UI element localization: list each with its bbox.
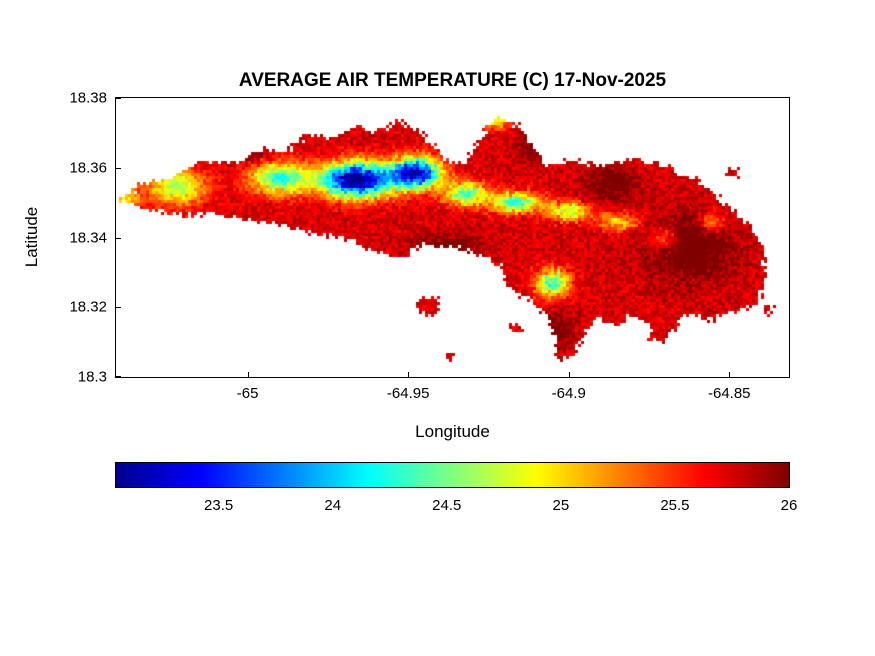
colorbar-tick-label: 25 [552,497,570,514]
colorbar-tick-label: 24 [324,497,342,514]
y-tick-label: 18.34 [69,229,107,246]
colorbar-tick-label: 25.5 [660,497,690,514]
colorbar-tick-label: 24.5 [432,497,462,514]
x-tick-label: -64.9 [551,385,586,402]
x-tick-mark [248,372,249,377]
y-tick-label: 18.3 [77,368,107,386]
y-tick-mark [116,376,121,377]
x-axis-label: Longitude [415,422,490,441]
x-tick-mark [569,372,570,377]
x-tick-label: -64.85 [707,385,751,402]
x-tick-label: -64.95 [386,385,430,402]
plot-title: AVERAGE AIR TEMPERATURE (C) 17-Nov-2025 [238,70,667,91]
plot-area [115,97,790,378]
colorbar-canvas [116,463,789,487]
y-tick-label: 18.36 [69,159,107,177]
y-tick-mark [116,307,121,308]
y-tick-mark [116,168,121,169]
y-tick-label: 18.38 [69,89,107,107]
colorbar-tick-label: 23.5 [204,497,234,514]
x-tick-mark [729,372,730,377]
colorbar [115,462,790,488]
x-tick-mark [408,372,409,377]
y-tick-mark [116,98,121,99]
x-tick-label: -65 [236,385,259,402]
y-tick-mark [116,238,121,239]
colorbar-tick-label: 26 [780,497,798,514]
heatmap-canvas [116,98,789,377]
y-tick-label: 18.32 [69,298,107,316]
